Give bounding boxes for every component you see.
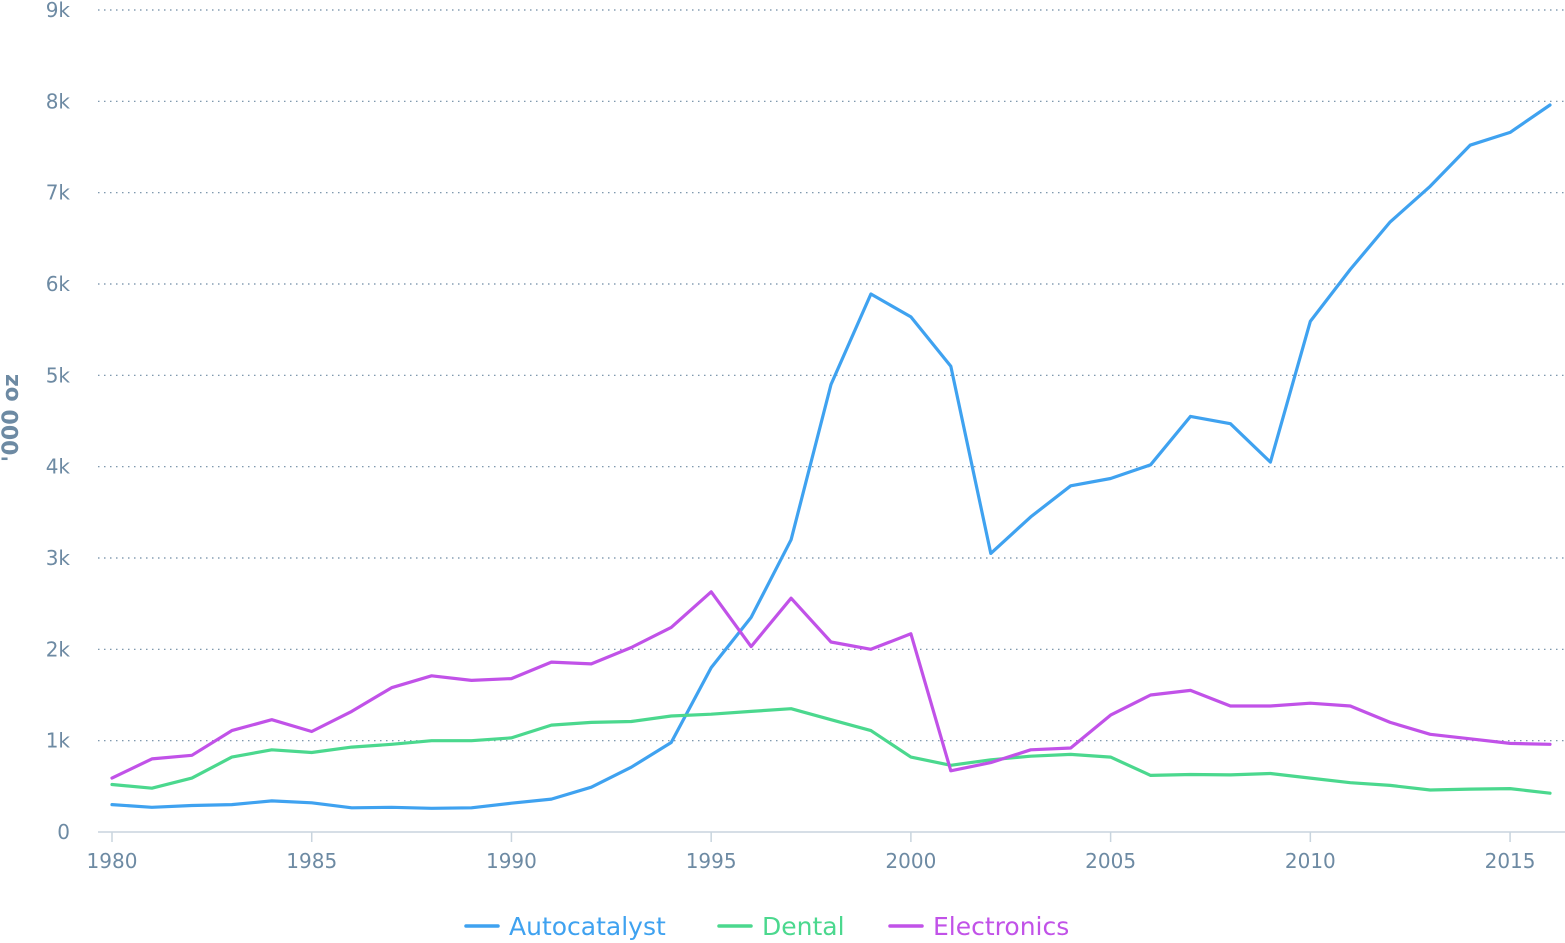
series-line-dental: [110, 707, 1552, 795]
y-tick-label: 6k: [46, 272, 71, 296]
legend-label: Electronics: [933, 912, 1069, 941]
x-tick-label: 1985: [286, 849, 337, 873]
legend[interactable]: Autocatalyst Dental Electronics: [464, 912, 1069, 941]
y-tick-label: 1k: [46, 729, 71, 753]
legend-label: Dental: [762, 912, 845, 941]
x-tick-label: 2010: [1285, 849, 1336, 873]
x-tick-label: 2000: [885, 849, 936, 873]
y-tick-label: 2k: [46, 637, 71, 661]
legend-item-dental[interactable]: Dental: [717, 912, 845, 941]
y-axis: 0 1k 2k 3k 4k 5k 6k 7k 8k 9k: [46, 0, 71, 844]
x-tick-label: 1995: [686, 849, 737, 873]
series-lines: [110, 103, 1552, 810]
series-line-electronics: [110, 590, 1552, 780]
y-axis-label: '000 oz: [0, 374, 24, 462]
x-tick-label: 2015: [1485, 849, 1536, 873]
gridlines: [98, 9, 1565, 742]
legend-label: Autocatalyst: [509, 912, 666, 941]
y-tick-label: 4k: [46, 455, 71, 479]
y-tick-label: 0: [57, 820, 70, 844]
y-tick-label: 3k: [46, 546, 71, 570]
y-tick-label: 8k: [46, 89, 71, 113]
legend-item-autocatalyst[interactable]: Autocatalyst: [464, 912, 666, 941]
legend-item-electronics[interactable]: Electronics: [888, 912, 1069, 941]
x-axis: 1980 1985 1990 1995 2000 2005 2010 2015: [87, 831, 1565, 873]
x-tick-label: 2005: [1085, 849, 1136, 873]
y-tick-label: 7k: [46, 181, 71, 205]
y-tick-label: 5k: [46, 363, 71, 387]
series-line-autocatalyst: [110, 103, 1552, 810]
x-tick-label: 1990: [486, 849, 537, 873]
x-tick-label: 1980: [87, 849, 138, 873]
y-tick-label: 9k: [46, 0, 71, 22]
